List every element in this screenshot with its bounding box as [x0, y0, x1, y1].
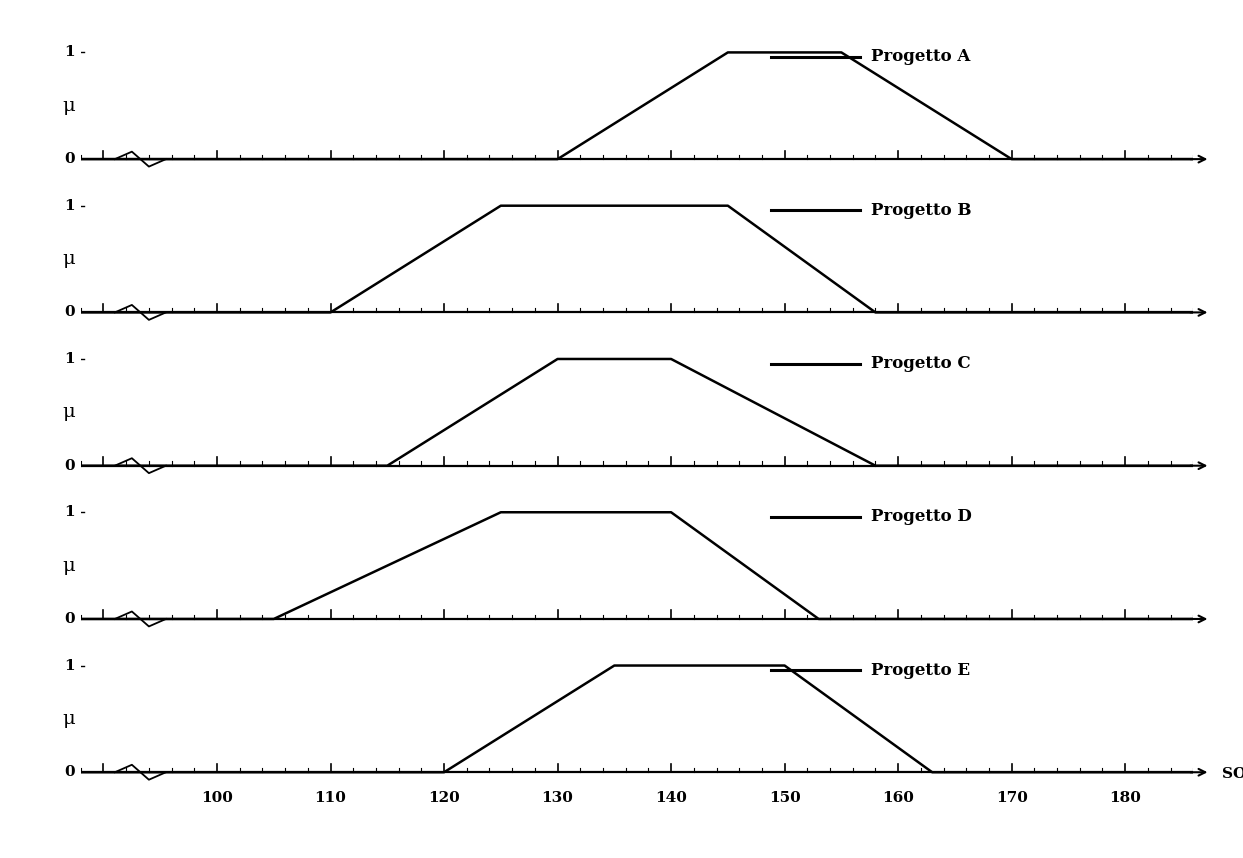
- Text: 100: 100: [201, 791, 232, 806]
- Text: μ: μ: [62, 250, 75, 268]
- Text: 140: 140: [655, 791, 687, 806]
- Text: 1: 1: [65, 659, 75, 673]
- Text: Progetto E: Progetto E: [870, 662, 970, 679]
- Text: 150: 150: [768, 791, 800, 806]
- Text: Progetto B: Progetto B: [870, 202, 971, 219]
- Text: 1: 1: [65, 45, 75, 59]
- Text: μ: μ: [62, 710, 75, 728]
- Text: Progetto D: Progetto D: [870, 508, 972, 525]
- Text: 0: 0: [65, 765, 75, 779]
- Text: 170: 170: [996, 791, 1028, 806]
- Text: μ: μ: [62, 557, 75, 575]
- Text: 110: 110: [314, 791, 347, 806]
- Text: 1: 1: [65, 199, 75, 213]
- Text: μ: μ: [62, 97, 75, 115]
- Text: μ: μ: [62, 403, 75, 421]
- Text: Progetto C: Progetto C: [870, 355, 971, 372]
- Text: 0: 0: [65, 459, 75, 473]
- Text: 160: 160: [883, 791, 914, 806]
- Text: 0: 0: [65, 152, 75, 166]
- Text: 1: 1: [65, 352, 75, 366]
- Text: 0: 0: [65, 612, 75, 626]
- Text: Progetto A: Progetto A: [870, 48, 970, 65]
- Text: 0: 0: [65, 305, 75, 319]
- Text: 130: 130: [542, 791, 573, 806]
- Text: 120: 120: [428, 791, 460, 806]
- Text: SOMMA DEI: SOMMA DEI: [1222, 767, 1243, 782]
- Text: 1: 1: [65, 505, 75, 519]
- Text: 180: 180: [1109, 791, 1141, 806]
